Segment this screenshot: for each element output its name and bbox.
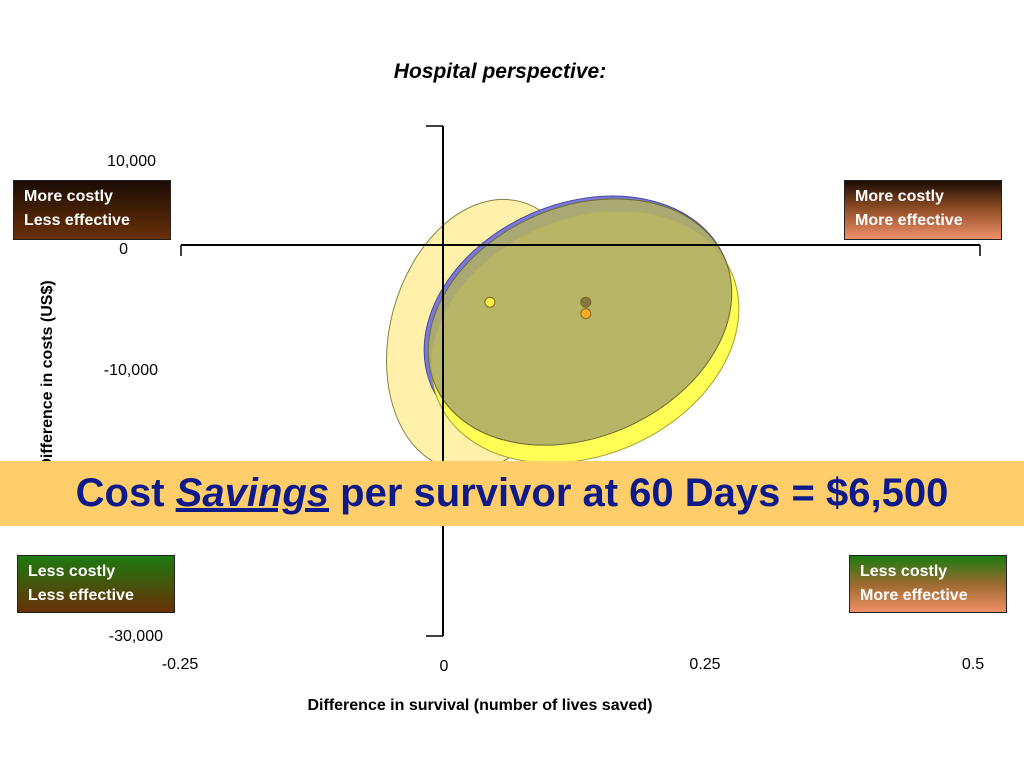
quadrant-cost-text: Less costly xyxy=(860,563,948,580)
confidence-ellipses xyxy=(386,195,740,472)
quadrant-label-bottom-left: Less costly Less effective xyxy=(17,555,175,613)
quadrant-cost-text: More costly xyxy=(24,188,113,205)
x-tick-label: 0.25 xyxy=(689,656,721,673)
point-estimate-1 xyxy=(484,296,496,308)
y-axis-label: Difference in costs (US$) xyxy=(39,280,56,470)
ci-ellipse-olive xyxy=(427,198,733,446)
banner-emphasis: Savings xyxy=(175,471,330,515)
quadrant-effect-text: More effective xyxy=(860,587,968,604)
x-tick-label: 0.5 xyxy=(961,656,985,673)
x-tick-label: -0.25 xyxy=(161,656,199,673)
banner-prefix: Cost xyxy=(75,471,176,515)
quadrant-label-bottom-right: Less costly More effective xyxy=(849,555,1007,613)
x-axis-label: Difference in survival (number of lives … xyxy=(307,697,653,714)
point-estimate-2 xyxy=(580,296,592,308)
quadrant-cost-text: Less costly xyxy=(28,563,116,580)
y-tick-label: 0 xyxy=(119,241,128,258)
x-tick-label: 0 xyxy=(439,658,449,675)
quadrant-label-top-right: More costly More effective xyxy=(844,180,1002,240)
chart-title: Hospital perspective: xyxy=(393,60,607,83)
quadrant-effect-text: More effective xyxy=(855,212,963,229)
y-tick-label: 10,000 xyxy=(107,153,156,170)
cost-savings-banner: Cost Savings per survivor at 60 Days = $… xyxy=(0,461,1024,526)
y-tick-label: -30,000 xyxy=(108,628,163,645)
quadrant-label-top-left: More costly Less effective xyxy=(13,180,171,240)
point-estimate-3 xyxy=(580,308,592,320)
quadrant-effect-text: Less effective xyxy=(28,587,134,604)
quadrant-cost-text: More costly xyxy=(855,188,944,205)
y-tick-label: -10,000 xyxy=(103,362,158,379)
point-estimates xyxy=(484,296,592,320)
axes xyxy=(180,125,981,637)
banner-suffix: per survivor at 60 Days = $6,500 xyxy=(329,471,949,515)
quadrant-effect-text: Less effective xyxy=(24,212,130,229)
